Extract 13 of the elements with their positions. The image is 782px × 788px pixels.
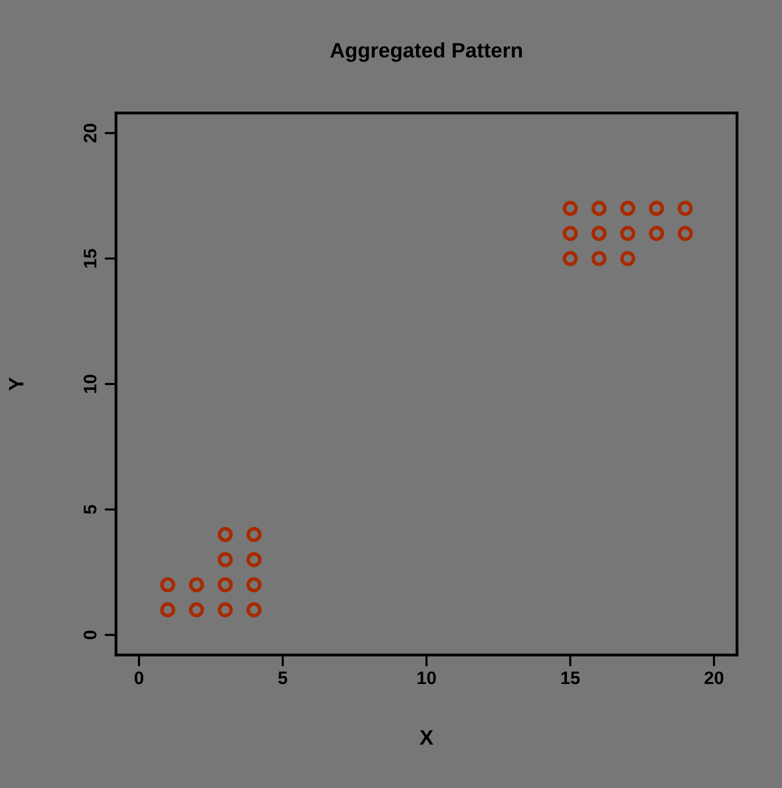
y-tick-label: 15 (84, 249, 96, 268)
y-tick-label: 10 (84, 374, 96, 393)
y-axis-title: Y (8, 377, 24, 391)
chart-title: Aggregated Pattern (330, 42, 522, 62)
y-tick-label: 20 (84, 124, 96, 142)
x-tick-label: 15 (561, 672, 580, 684)
x-tick-label: 5 (278, 672, 288, 684)
x-tick-label: 20 (704, 671, 724, 684)
y-tick-label: 0 (84, 630, 96, 640)
y-tick-label: 5 (84, 504, 96, 514)
x-tick-label: 0 (134, 671, 144, 684)
x-axis-title: X (420, 730, 434, 745)
x-tick-label: 10 (418, 671, 436, 684)
